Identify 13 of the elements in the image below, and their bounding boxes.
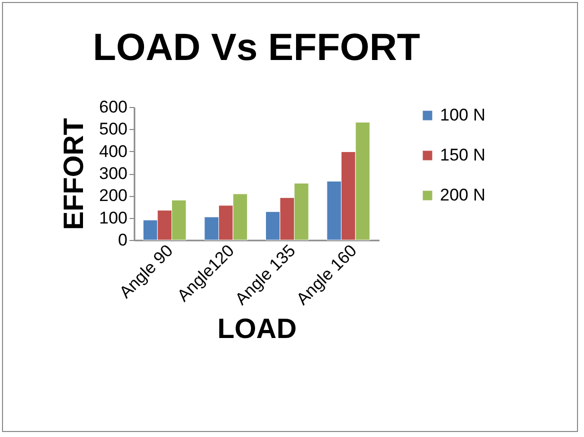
- legend-label: 150 N: [440, 146, 486, 164]
- y-tick-label: 300: [99, 164, 128, 183]
- y-tick-label: 500: [99, 120, 128, 139]
- y-tick-label: 200: [99, 186, 128, 206]
- legend-label: 200 N: [440, 186, 486, 204]
- x-axis-title: LOAD: [217, 312, 297, 344]
- chart-title: LOAD Vs EFFORT: [92, 27, 420, 69]
- y-tick-label: 400: [99, 142, 128, 161]
- y-tick-label: 100: [99, 208, 128, 228]
- legend-label: 100 N: [440, 106, 486, 124]
- y-tick-label: 0: [118, 230, 128, 250]
- y-tick-label: 600: [99, 98, 128, 116]
- y-axis-title: EFFORT: [58, 118, 90, 230]
